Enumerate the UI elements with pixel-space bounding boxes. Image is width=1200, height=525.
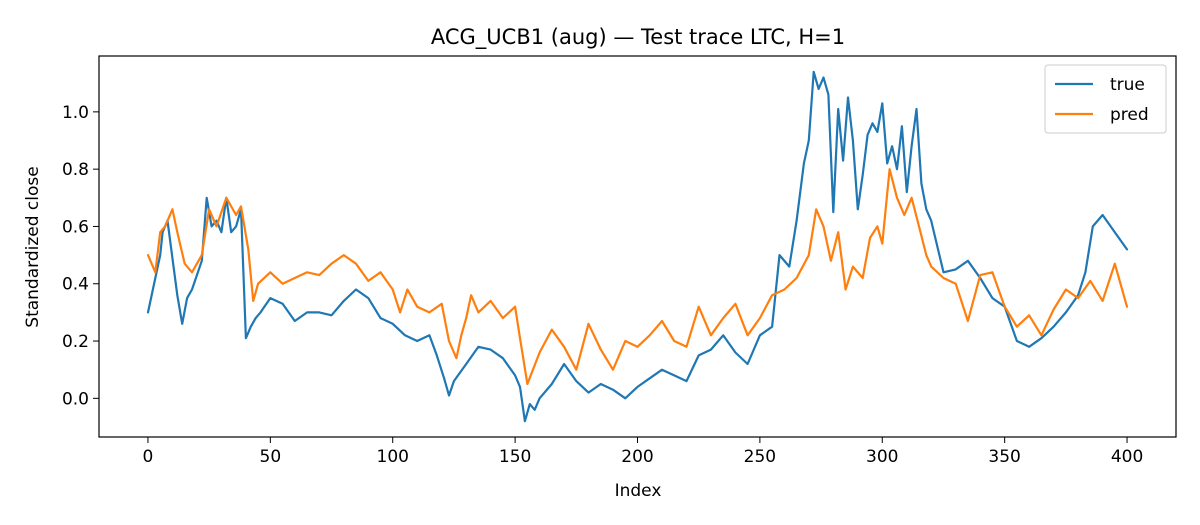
y-tick-label: 0.0 bbox=[62, 389, 89, 409]
x-tick-label: 250 bbox=[744, 447, 776, 467]
legend-label-pred: pred bbox=[1110, 105, 1149, 125]
x-tick-label: 50 bbox=[260, 447, 282, 467]
legend-label-true: true bbox=[1110, 75, 1145, 95]
x-tick-label: 100 bbox=[377, 447, 409, 467]
x-tick-label: 300 bbox=[866, 447, 898, 467]
y-tick-label: 0.8 bbox=[62, 160, 89, 180]
x-tick-label: 200 bbox=[621, 447, 653, 467]
x-tick-label: 400 bbox=[1111, 447, 1143, 467]
legend: true pred bbox=[1044, 64, 1167, 134]
y-tick-label: 1.0 bbox=[62, 103, 89, 123]
y-tick-label: 0.2 bbox=[62, 332, 89, 352]
chart-title: ACG_UCB1 (aug) — Test trace LTC, H=1 bbox=[431, 25, 845, 50]
y-tick-label: 0.6 bbox=[62, 217, 89, 237]
series-line-pred bbox=[146, 168, 1129, 386]
y-axis-title: Standardized close bbox=[23, 166, 43, 327]
x-tick-label: 350 bbox=[988, 447, 1020, 467]
y-tick-label: 0.4 bbox=[62, 275, 89, 295]
x-tick-label: 150 bbox=[499, 447, 531, 467]
legend-box bbox=[1044, 64, 1167, 134]
x-axis-title: Index bbox=[615, 481, 662, 501]
x-tick-label: 0 bbox=[143, 447, 154, 467]
series-line-true bbox=[146, 70, 1129, 423]
